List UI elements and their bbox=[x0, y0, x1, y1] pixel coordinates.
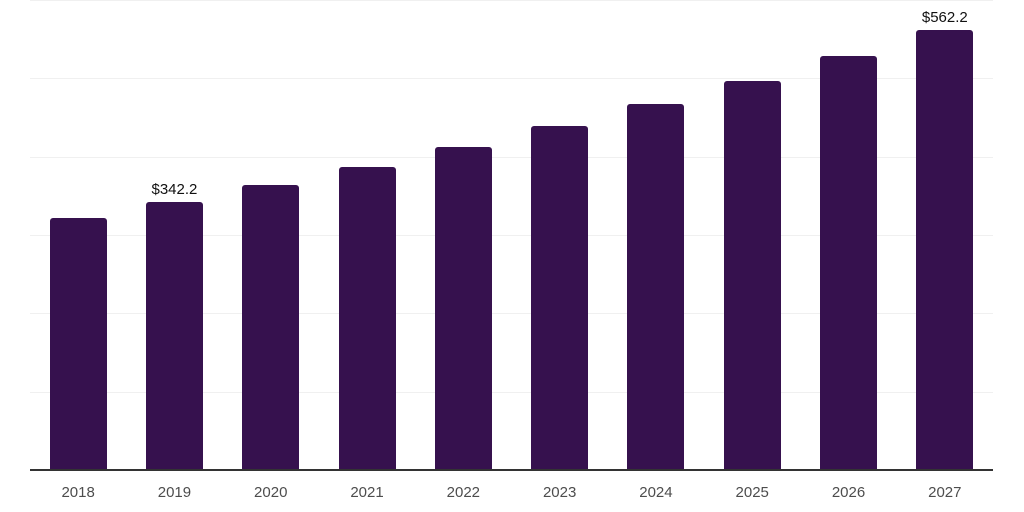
x-tick-label-2019: 2019 bbox=[157, 484, 192, 501]
plot-area: $342.2 $562.2 bbox=[30, 0, 993, 470]
x-axis-line bbox=[30, 469, 993, 471]
bar-value-label-2027: $562.2 bbox=[921, 8, 968, 26]
gridline-400 bbox=[30, 157, 993, 158]
x-tick-label-2024: 2024 bbox=[639, 484, 673, 501]
x-tick-label-2026: 2026 bbox=[831, 484, 866, 501]
bar-column-2026 bbox=[800, 0, 896, 470]
bar-column-2019: $342.2 bbox=[126, 0, 222, 470]
bar-column-2025 bbox=[704, 0, 800, 470]
bars: $342.2 $562.2 bbox=[30, 0, 993, 470]
x-tick-label-2022: 2022 bbox=[446, 484, 481, 501]
x-tick-label-2025: 2025 bbox=[735, 484, 769, 501]
gridline-100 bbox=[30, 392, 993, 393]
bar-2024 bbox=[627, 104, 685, 470]
bar-2025 bbox=[723, 81, 781, 470]
bar-column-2024 bbox=[608, 0, 704, 470]
bar-2027 bbox=[916, 29, 974, 470]
bar-value-label-2019: $342.2 bbox=[151, 180, 198, 198]
bar-2026 bbox=[820, 56, 878, 470]
gridline-300 bbox=[30, 235, 993, 236]
bar-column-2020 bbox=[223, 0, 319, 470]
x-tick-label-2021: 2021 bbox=[350, 484, 384, 501]
bar-2022 bbox=[434, 147, 492, 470]
bar-column-2023 bbox=[511, 0, 607, 470]
gridline-500 bbox=[30, 78, 993, 79]
x-tick-label-2027: 2027 bbox=[928, 484, 962, 501]
x-tick-label-2023: 2023 bbox=[542, 484, 577, 501]
x-axis-labels: 2018 2019 2020 2021 2022 2023 2024 2025 2026 2027 bbox=[30, 471, 993, 501]
bar-2019 bbox=[145, 201, 203, 470]
bar-column-2022 bbox=[415, 0, 511, 470]
gridline-200 bbox=[30, 313, 993, 314]
bar-2018 bbox=[49, 218, 107, 470]
gridline-600 bbox=[30, 0, 993, 1]
bar-2021 bbox=[338, 166, 396, 470]
bar-2020 bbox=[242, 184, 300, 470]
bar-column-2018 bbox=[30, 0, 126, 470]
x-tick-label-2018: 2018 bbox=[61, 484, 95, 501]
x-tick-label-2020: 2020 bbox=[254, 484, 288, 501]
bar-column-2021 bbox=[319, 0, 415, 470]
bar-column-2027: $562.2 bbox=[897, 0, 993, 470]
bar-2023 bbox=[531, 126, 589, 470]
